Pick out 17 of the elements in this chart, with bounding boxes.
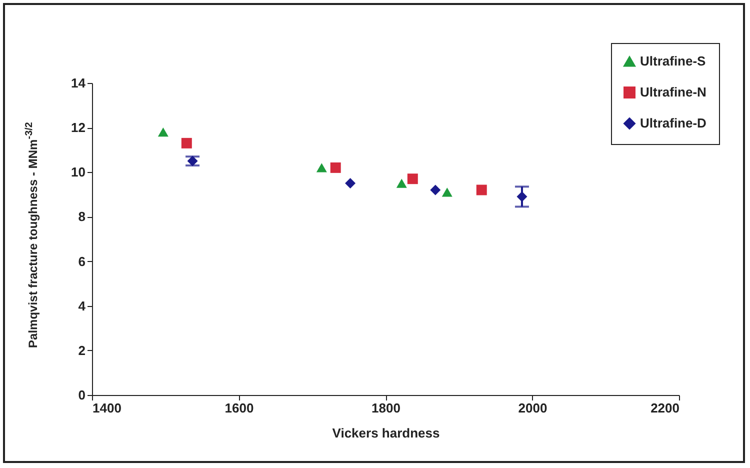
x-tick-label: 2000	[518, 400, 548, 416]
y-tick-label: 4	[78, 298, 86, 314]
legend-label: Ultrafine-N	[640, 84, 706, 100]
y-tick-label: 0	[78, 388, 86, 402]
y-tick-label: 6	[78, 254, 86, 269]
x-tick-label: 1400	[92, 400, 122, 416]
y-tick-label: 10	[71, 164, 86, 180]
x-tick-label: 2200	[650, 400, 680, 416]
x-axis-title: Vickers hardness	[332, 426, 440, 440]
legend-label: Ultrafine-S	[640, 54, 706, 68]
y-tick-label: 2	[78, 342, 86, 358]
y-tick-label: 12	[71, 120, 86, 136]
x-tick-label: 1600	[224, 400, 254, 416]
legend-label: Ultrafine-D	[640, 116, 706, 130]
x-tick-label: 1800	[372, 400, 400, 416]
y-tick-label: 8	[78, 209, 86, 224]
y-tick-label: 14	[71, 76, 86, 90]
